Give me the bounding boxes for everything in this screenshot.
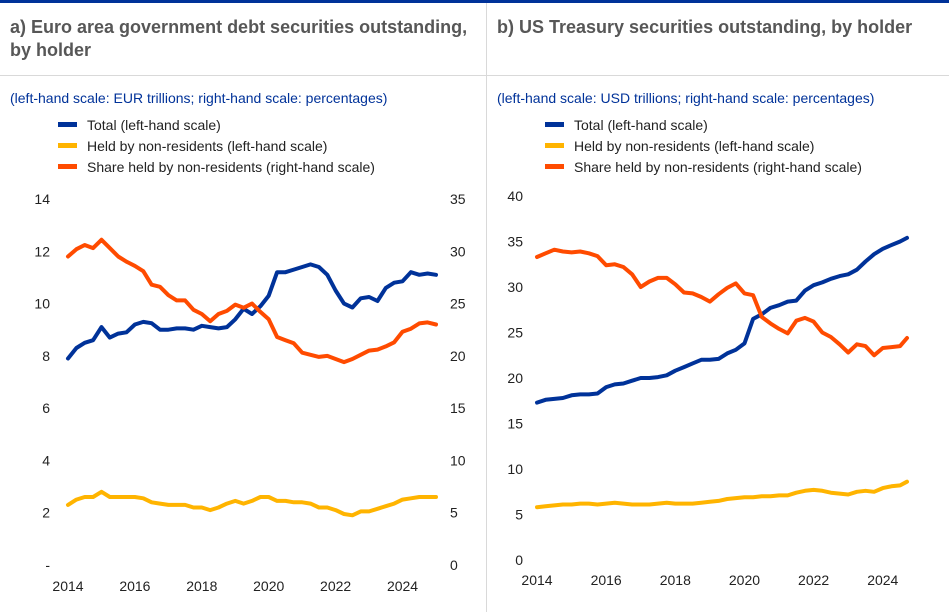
legend-item-share: Share held by non-residents (right-hand … bbox=[545, 156, 862, 177]
series-line-nonresidents bbox=[66, 489, 438, 518]
x-tick-label: 2022 bbox=[798, 572, 829, 588]
y-tick-right-label: 35 bbox=[450, 191, 466, 207]
legend-swatch-nonresidents bbox=[58, 143, 77, 148]
legend-label: Held by non-residents (left-hand scale) bbox=[87, 137, 328, 154]
y-tick-right-label: 20 bbox=[450, 348, 466, 364]
y-tick-left-label: 12 bbox=[34, 243, 50, 259]
title-separator bbox=[0, 75, 486, 76]
legend: Total (left-hand scale) Held by non-resi… bbox=[58, 114, 375, 177]
y-tick-left-label: 5 bbox=[515, 507, 523, 523]
y-tick-left-label: 35 bbox=[507, 234, 523, 250]
y-tick-left-label: 10 bbox=[34, 296, 50, 312]
series-line-nonresidents bbox=[535, 479, 909, 510]
legend-swatch-share bbox=[545, 164, 564, 169]
y-tick-left-label: 6 bbox=[42, 400, 50, 416]
x-tick-label: 2014 bbox=[52, 578, 83, 594]
legend-label: Held by non-residents (left-hand scale) bbox=[574, 137, 815, 154]
x-tick-label: 2024 bbox=[867, 572, 898, 588]
legend-swatch-share bbox=[58, 164, 77, 169]
series-line-share bbox=[66, 237, 438, 365]
legend-item-nonresidents: Held by non-residents (left-hand scale) bbox=[545, 135, 862, 156]
series-line-share bbox=[535, 247, 909, 358]
chart-title: a) Euro area government debt securities … bbox=[10, 17, 468, 60]
panel-b: b) US Treasury securities outstanding, b… bbox=[487, 3, 949, 612]
y-tick-left-label: 25 bbox=[507, 325, 523, 341]
legend-item-nonresidents: Held by non-residents (left-hand scale) bbox=[58, 135, 375, 156]
series-line-total bbox=[66, 262, 438, 361]
x-tick-label: 2016 bbox=[119, 578, 150, 594]
y-tick-right-label: 0 bbox=[450, 557, 458, 573]
legend-item-share: Share held by non-residents (right-hand … bbox=[58, 156, 375, 177]
legend-label: Share held by non-residents (right-hand … bbox=[574, 158, 862, 175]
title-separator bbox=[487, 75, 949, 76]
y-tick-left-label: 2 bbox=[42, 505, 50, 521]
x-tick-label: 2024 bbox=[387, 578, 418, 594]
legend-label: Total (left-hand scale) bbox=[574, 116, 708, 133]
panel-divider bbox=[486, 3, 487, 612]
legend-swatch-total bbox=[58, 122, 77, 127]
y-tick-left-label: 20 bbox=[507, 370, 523, 386]
chart-subtitle: (left-hand scale: USD trillions; right-h… bbox=[497, 90, 875, 106]
legend-label: Total (left-hand scale) bbox=[87, 116, 221, 133]
panel-a: a) Euro area government debt securities … bbox=[0, 3, 486, 612]
y-tick-left-label: 40 bbox=[507, 188, 523, 204]
legend-label: Share held by non-residents (right-hand … bbox=[87, 158, 375, 175]
legend: Total (left-hand scale) Held by non-resi… bbox=[545, 114, 862, 177]
series-line-total bbox=[535, 235, 909, 405]
x-tick-label: 2020 bbox=[729, 572, 760, 588]
y-tick-left-label: 8 bbox=[42, 348, 50, 364]
x-tick-label: 2018 bbox=[186, 578, 217, 594]
chart-area: - 2 4 6 8 10 12 14 0 5 10 15 20 25 30 35 2014 2016 2018 202… bbox=[34, 191, 466, 594]
x-tick-label: 2018 bbox=[660, 572, 691, 588]
x-tick-label: 2014 bbox=[521, 572, 552, 588]
x-tick-label: 2022 bbox=[320, 578, 351, 594]
y-tick-left-label: 15 bbox=[507, 416, 523, 432]
chart-title: b) US Treasury securities outstanding, b… bbox=[497, 17, 913, 37]
y-tick-right-label: 25 bbox=[450, 296, 466, 312]
x-tick-label: 2020 bbox=[253, 578, 284, 594]
top-rule bbox=[0, 0, 949, 3]
y-tick-left-label: 10 bbox=[507, 461, 523, 477]
y-tick-left-label: 4 bbox=[42, 452, 50, 468]
chart-subtitle: (left-hand scale: EUR trillions; right-h… bbox=[10, 90, 388, 106]
legend-item-total: Total (left-hand scale) bbox=[58, 114, 375, 135]
y-tick-left-label: 0 bbox=[515, 552, 523, 568]
y-tick-right-label: 30 bbox=[450, 243, 466, 259]
legend-item-total: Total (left-hand scale) bbox=[545, 114, 862, 135]
y-tick-right-label: 10 bbox=[450, 452, 466, 468]
y-tick-left-label: - bbox=[45, 557, 50, 573]
legend-swatch-total bbox=[545, 122, 564, 127]
y-tick-right-label: 15 bbox=[450, 400, 466, 416]
chart-area: 0 5 10 15 20 25 30 35 40 2014 2016 2018 2020 2022 2024 bbox=[507, 188, 909, 588]
y-tick-right-label: 5 bbox=[450, 505, 458, 521]
y-tick-left-label: 14 bbox=[34, 191, 50, 207]
y-tick-left-label: 30 bbox=[507, 279, 523, 295]
x-tick-label: 2016 bbox=[591, 572, 622, 588]
legend-swatch-nonresidents bbox=[545, 143, 564, 148]
